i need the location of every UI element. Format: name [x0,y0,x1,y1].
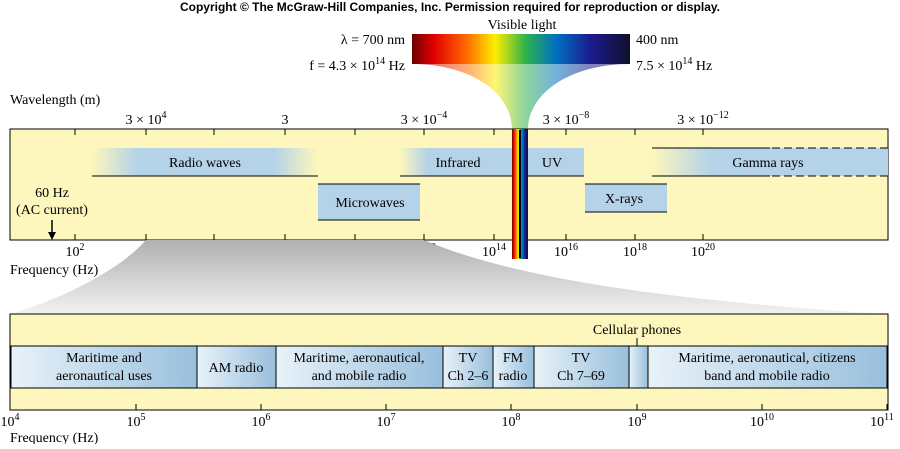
bottom-frequency-tick: 1010 [750,412,774,430]
infrared-band: Infrared [400,148,512,177]
top-frequency-axis-label: Frequency (Hz) [10,263,99,278]
bottom-frequency-tick: 107 [377,412,396,430]
top-frequency-tick: 1014 [482,242,506,260]
top-tick-marks [74,129,704,240]
visible-light-bar [412,34,630,64]
wavelength-tick: 3 × 10−12 [677,110,729,128]
top-frequency-tick: 102 [66,242,85,260]
freq-right-exp: 14 [682,56,692,67]
freq-left-base: f = 4.3 × 10 [309,59,375,74]
uv-label: UV [542,156,562,171]
bottom-frequency-tick: 1011 [870,412,894,430]
band-label: FM [503,351,524,366]
band-fm-radio [492,345,535,389]
radio-waves-band: Radio waves [92,148,318,177]
ac-60hz-label: 60 Hz [35,186,69,201]
gamma-rays-band: Gamma rays [652,147,888,177]
bottom-frequency-tick: 105 [127,412,146,430]
visible-light-funnel [412,64,630,130]
freq-left-unit: Hz [385,59,405,74]
band-label: Maritime and [66,351,142,366]
freq-left-exp: 14 [375,56,385,67]
bottom-band-labels: Maritime and aeronautical uses AM radio … [56,351,856,384]
freq-right-base: 7.5 × 10 [636,59,682,74]
band-label: aeronautical uses [56,369,152,384]
band-label: AM radio [209,361,264,376]
zoom-funnel [10,240,888,314]
band-label: radio [499,369,528,384]
bottom-tick-marks [9,404,888,410]
bottom-bands [10,345,888,389]
xrays-label: X-rays [605,192,643,207]
gamma-rays-label: Gamma rays [732,156,803,171]
ac-arrow-icon [48,220,56,240]
top-frequency-tick: 1020 [691,242,715,260]
top-frequency-tick: 1018 [623,242,647,260]
wavelength-tick: 3 [282,113,289,128]
wavelength-tick: 3 × 104 [126,110,167,128]
band-tv-2-6 [442,345,494,389]
band-label: Ch 7–69 [557,369,605,384]
freq-7-5-label: 7.5 × 1014 Hz [636,56,712,74]
lambda-400-label: 400 nm [636,33,679,48]
bottom-frequency-tick-labels: 104 105 106 107 108 109 1010 1011 [1,412,894,430]
band-label: TV [572,351,591,366]
lambda-700-label: λ = 700 nm [341,33,405,48]
band-cellular [628,345,649,389]
band-label: Maritime, aeronautical, [294,351,425,366]
uv-band: UV [528,148,584,177]
band-label: Ch 2–6 [448,369,489,384]
band-maritime-aeronautical [10,345,198,389]
wavelength-tick: 3 × 10−8 [543,110,590,128]
wavelength-tick: 3 × 10−4 [401,110,448,128]
bottom-frequency-axis-label: Frequency (Hz) [10,431,99,444]
bottom-frequency-tick: 108 [502,412,521,430]
top-frequency-tick: 1016 [554,242,578,260]
band-tv-7-69 [533,345,630,389]
band-maritime-mobile [275,345,444,389]
microwaves-label: Microwaves [335,196,404,211]
band-label: TV [459,351,478,366]
copyright-notice: Copyright © The McGraw-Hill Companies, I… [180,0,720,14]
visible-light-title: Visible light [488,18,557,33]
radio-waves-label: Radio waves [169,156,241,171]
band-label: and mobile radio [312,369,407,384]
bottom-frequency-tick: 109 [628,412,647,430]
top-spectrum-panel [9,128,889,241]
band-am-radio [196,345,277,389]
microwaves-band: Microwaves [318,183,420,221]
band-citizens-band [647,345,888,389]
band-label: Maritime, aeronautical, citizens [678,351,855,366]
ac-current-label: (AC current) [16,203,88,218]
wavelength-tick-labels: 3 × 104 3 3 × 10−4 3 × 10−8 3 × 10−12 [126,110,729,128]
xrays-band: X-rays [585,183,667,213]
wavelength-axis-label: Wavelength (m) [10,93,101,108]
infrared-label: Infrared [435,156,480,171]
freq-4-3-label: f = 4.3 × 1014 Hz [309,56,405,74]
cellular-phones-label: Cellular phones [593,323,681,338]
bottom-frequency-tick: 104 [1,412,20,430]
freq-right-unit: Hz [692,59,712,74]
band-label: band and mobile radio [704,369,830,384]
bottom-frequency-tick: 106 [252,412,271,430]
